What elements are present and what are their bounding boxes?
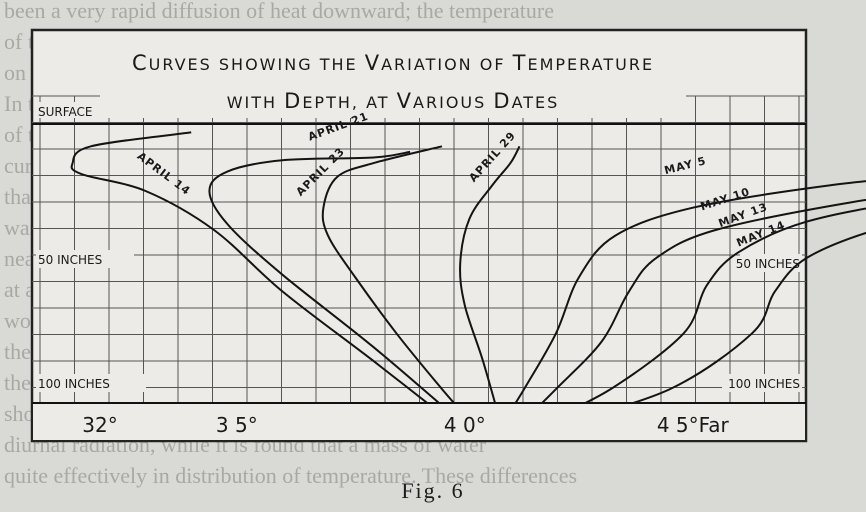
depth-100-label-right: 100 INCHES: [728, 377, 800, 391]
surface-label: SURFACE: [38, 105, 93, 119]
series-line-april-14: [70, 131, 457, 427]
background-text-line: been a very rapid diffusion of heat down…: [4, 0, 554, 23]
depth-50-label-left: 50 INCHES: [38, 253, 102, 267]
series-line-may-14: [555, 231, 866, 427]
chart-labels: CURVES SHOWING THE VARIATION OF TEMPERAT…: [36, 38, 802, 392]
title-background: [100, 38, 686, 118]
chart-title-line1: CURVES SHOWING THE VARIATION OF TEMPERAT…: [132, 51, 654, 75]
x-axis-row: 32°3 5°4 0°4 5°Far5 0°5 5°: [33, 404, 805, 440]
series-line-may-5: [500, 180, 866, 426]
x-tick-label: 32°: [82, 413, 117, 437]
series-line-april-29: [459, 145, 521, 426]
depth-50-label-right: 50 INCHES: [736, 257, 800, 271]
series-line-may-10: [518, 198, 866, 427]
depth-100-label-left: 100 INCHES: [38, 377, 110, 391]
figure-caption: Fig. 6: [401, 478, 465, 503]
x-tick-label: 4 0°: [444, 413, 486, 437]
x-tick-label: 4 5°Far: [657, 413, 730, 437]
series-line-april-21: [208, 150, 466, 427]
background-text-line: quite effectively in distribution of tem…: [4, 463, 577, 488]
x-tick-label: 3 5°: [216, 413, 258, 437]
series-line-may-13: [537, 207, 866, 427]
series-line-april-23: [321, 145, 475, 426]
chart-title-line2: WITH DEPTH, AT VARIOUS DATES: [227, 89, 560, 113]
